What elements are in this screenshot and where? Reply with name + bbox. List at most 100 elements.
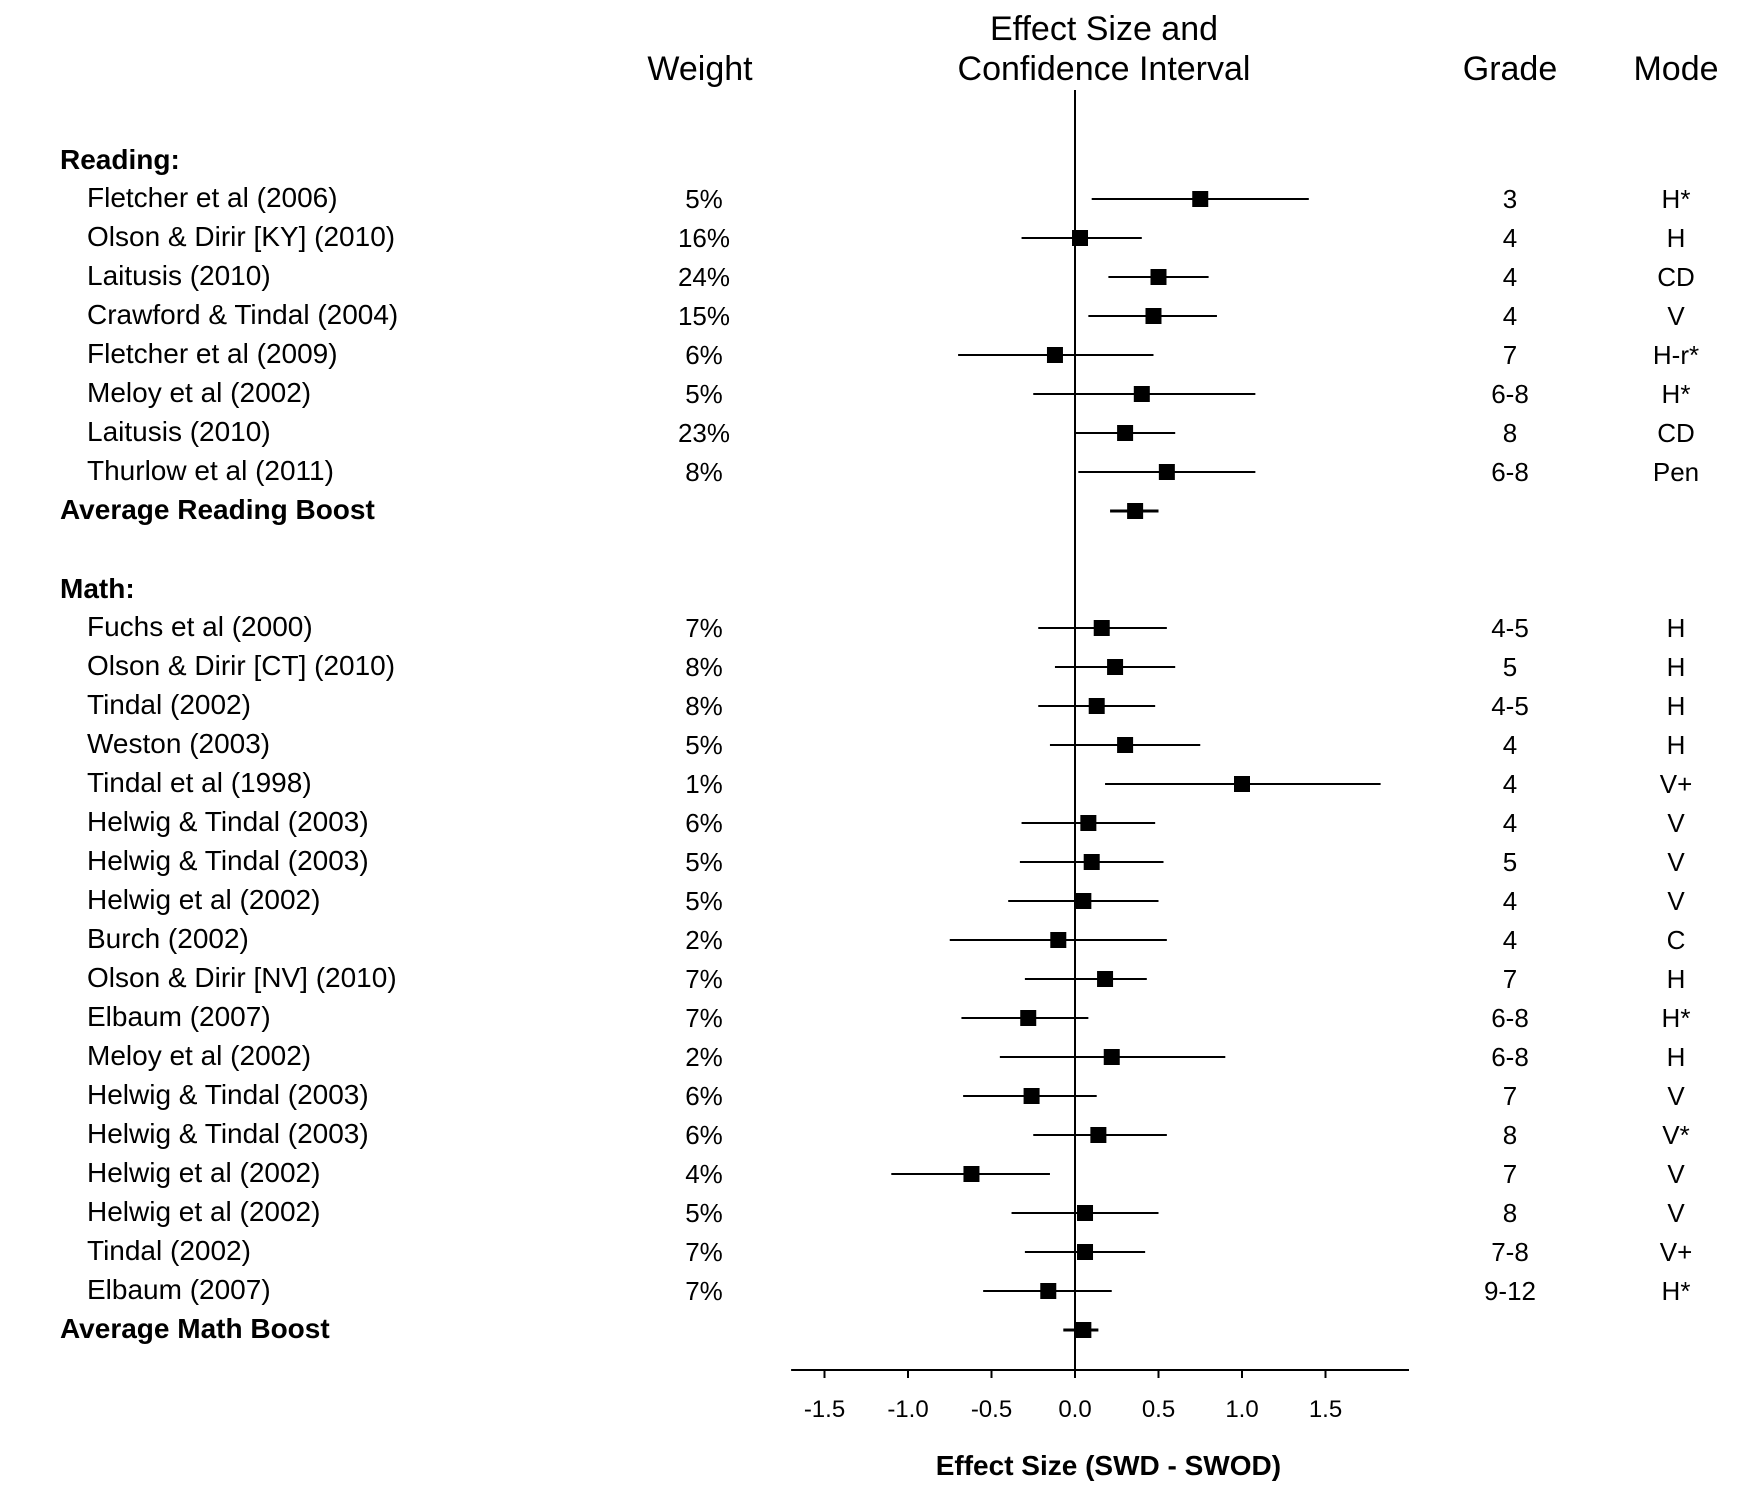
- effect-size-point: [1077, 1205, 1094, 1221]
- weight-cell: 23%: [677, 418, 731, 448]
- grade-cell: 8: [1502, 418, 1518, 448]
- grade-cell: 6-8: [1491, 379, 1529, 409]
- study-label: Helwig et al (2002): [87, 884, 321, 915]
- grade-cell: 7-8: [1491, 1237, 1529, 1267]
- section-label: Reading:: [60, 144, 180, 175]
- grade-cell: 4: [1502, 730, 1518, 760]
- grade-cell: 4: [1502, 925, 1518, 955]
- study-label: Fuchs et al (2000): [87, 611, 313, 642]
- mode-cell: V*: [1662, 1120, 1690, 1150]
- study-label: Weston (2003): [87, 728, 271, 759]
- study-label: Fletcher et al (2006): [87, 182, 338, 213]
- effect-size-point: [1117, 425, 1134, 441]
- summary-effect-point: [1075, 1322, 1092, 1338]
- weight-cell: 1%: [685, 769, 723, 799]
- grade-cell: 3: [1502, 184, 1518, 214]
- grade-cell: 7: [1502, 340, 1518, 370]
- study-label: Elbaum (2007): [87, 1274, 271, 1305]
- effect-size-header-line2: Confidence Interval: [957, 50, 1251, 88]
- effect-size-point: [1107, 659, 1124, 675]
- mode-cell: H: [1666, 964, 1686, 994]
- study-label: Helwig et al (2002): [87, 1196, 321, 1227]
- weight-cell: 2%: [685, 925, 723, 955]
- weight-cell: 2%: [685, 1042, 723, 1072]
- grade-cell: 4: [1502, 262, 1518, 292]
- x-tick-label: 1.0: [1225, 1396, 1259, 1423]
- grade-cell: 5: [1502, 652, 1518, 682]
- study-label: Burch (2002): [87, 923, 249, 954]
- weight-cell: 7%: [685, 1003, 723, 1033]
- study-label: Helwig & Tindal (2003): [87, 845, 369, 876]
- x-axis-title: Effect Size (SWD - SWOD): [935, 1450, 1282, 1481]
- study-label: Tindal (2002): [87, 1235, 251, 1266]
- grade-cell: 9-12: [1483, 1276, 1537, 1306]
- study-label: Elbaum (2007): [87, 1001, 271, 1032]
- weight-cell: 16%: [677, 223, 731, 253]
- mode-cell: Pen: [1652, 457, 1700, 487]
- mode-cell: H: [1666, 613, 1686, 643]
- weight-cell: 8%: [685, 691, 723, 721]
- grade-cell: 6-8: [1491, 1042, 1529, 1072]
- effect-size-point: [1080, 815, 1097, 831]
- mode-cell: V+: [1659, 1237, 1693, 1267]
- effect-size-point: [1150, 269, 1167, 285]
- mode-column-header: Mode: [1633, 50, 1719, 88]
- grade-cell: 4-5: [1491, 691, 1529, 721]
- study-label: Tindal (2002): [87, 689, 251, 720]
- weight-cell: 6%: [685, 808, 723, 838]
- weight-cell: 7%: [685, 1237, 723, 1267]
- mode-cell: H*: [1661, 184, 1691, 214]
- study-label: Crawford & Tindal (2004): [87, 299, 399, 330]
- grade-cell: 4: [1502, 769, 1518, 799]
- mode-cell: V: [1667, 1159, 1685, 1189]
- study-label: Tindal et al (1998): [87, 767, 312, 798]
- effect-size-point: [1234, 776, 1250, 792]
- mode-cell: V: [1667, 301, 1685, 331]
- effect-size-header-line1: Effect Size and: [989, 10, 1219, 48]
- mode-cell: H: [1666, 223, 1686, 253]
- weight-cell: 24%: [677, 262, 731, 292]
- grade-cell: 8: [1502, 1120, 1518, 1150]
- study-label: Meloy et al (2002): [87, 1040, 312, 1071]
- grade-cell: 4: [1502, 223, 1518, 253]
- mode-cell: V: [1667, 1081, 1685, 1111]
- effect-size-point: [1020, 1010, 1037, 1026]
- grade-cell: 6-8: [1491, 1003, 1529, 1033]
- study-label: Helwig & Tindal (2003): [87, 1118, 369, 1149]
- mode-cell: V: [1667, 808, 1685, 838]
- study-label: Olson & Dirir [KY] (2010): [87, 221, 396, 252]
- study-label: Helwig et al (2002): [87, 1157, 321, 1188]
- x-tick-label: -0.5: [970, 1396, 1013, 1423]
- study-label: Meloy et al (2002): [87, 377, 312, 408]
- grade-cell: 4: [1502, 886, 1518, 916]
- effect-size-point: [1023, 1088, 1040, 1104]
- effect-size-point: [1072, 230, 1089, 246]
- mode-cell: V: [1667, 847, 1685, 877]
- weight-cell: 8%: [685, 652, 723, 682]
- mode-cell: H: [1666, 1042, 1686, 1072]
- effect-size-point: [1145, 308, 1162, 324]
- effect-size-point: [1088, 698, 1105, 714]
- effect-size-point: [1103, 1049, 1120, 1065]
- study-label: Olson & Dirir [NV] (2010): [87, 962, 397, 993]
- study-label: Helwig & Tindal (2003): [87, 1079, 369, 1110]
- grade-cell: 7: [1502, 1159, 1518, 1189]
- grade-cell: 7: [1502, 964, 1518, 994]
- mode-cell: CD: [1657, 418, 1695, 448]
- weight-cell: 5%: [685, 730, 723, 760]
- effect-size-point: [1133, 386, 1150, 402]
- mode-cell: H*: [1661, 1276, 1691, 1306]
- effect-size-point: [1158, 464, 1175, 480]
- mode-cell: V: [1667, 1198, 1685, 1228]
- grade-column-header: Grade: [1462, 50, 1558, 88]
- effect-size-point: [1097, 971, 1114, 987]
- weight-cell: 5%: [685, 1198, 723, 1228]
- mode-cell: H*: [1661, 379, 1691, 409]
- mode-cell: V+: [1659, 769, 1693, 799]
- study-label: Helwig & Tindal (2003): [87, 806, 369, 837]
- weight-cell: 5%: [685, 379, 723, 409]
- study-label: Olson & Dirir [CT] (2010): [87, 650, 396, 681]
- weight-cell: 7%: [685, 1276, 723, 1306]
